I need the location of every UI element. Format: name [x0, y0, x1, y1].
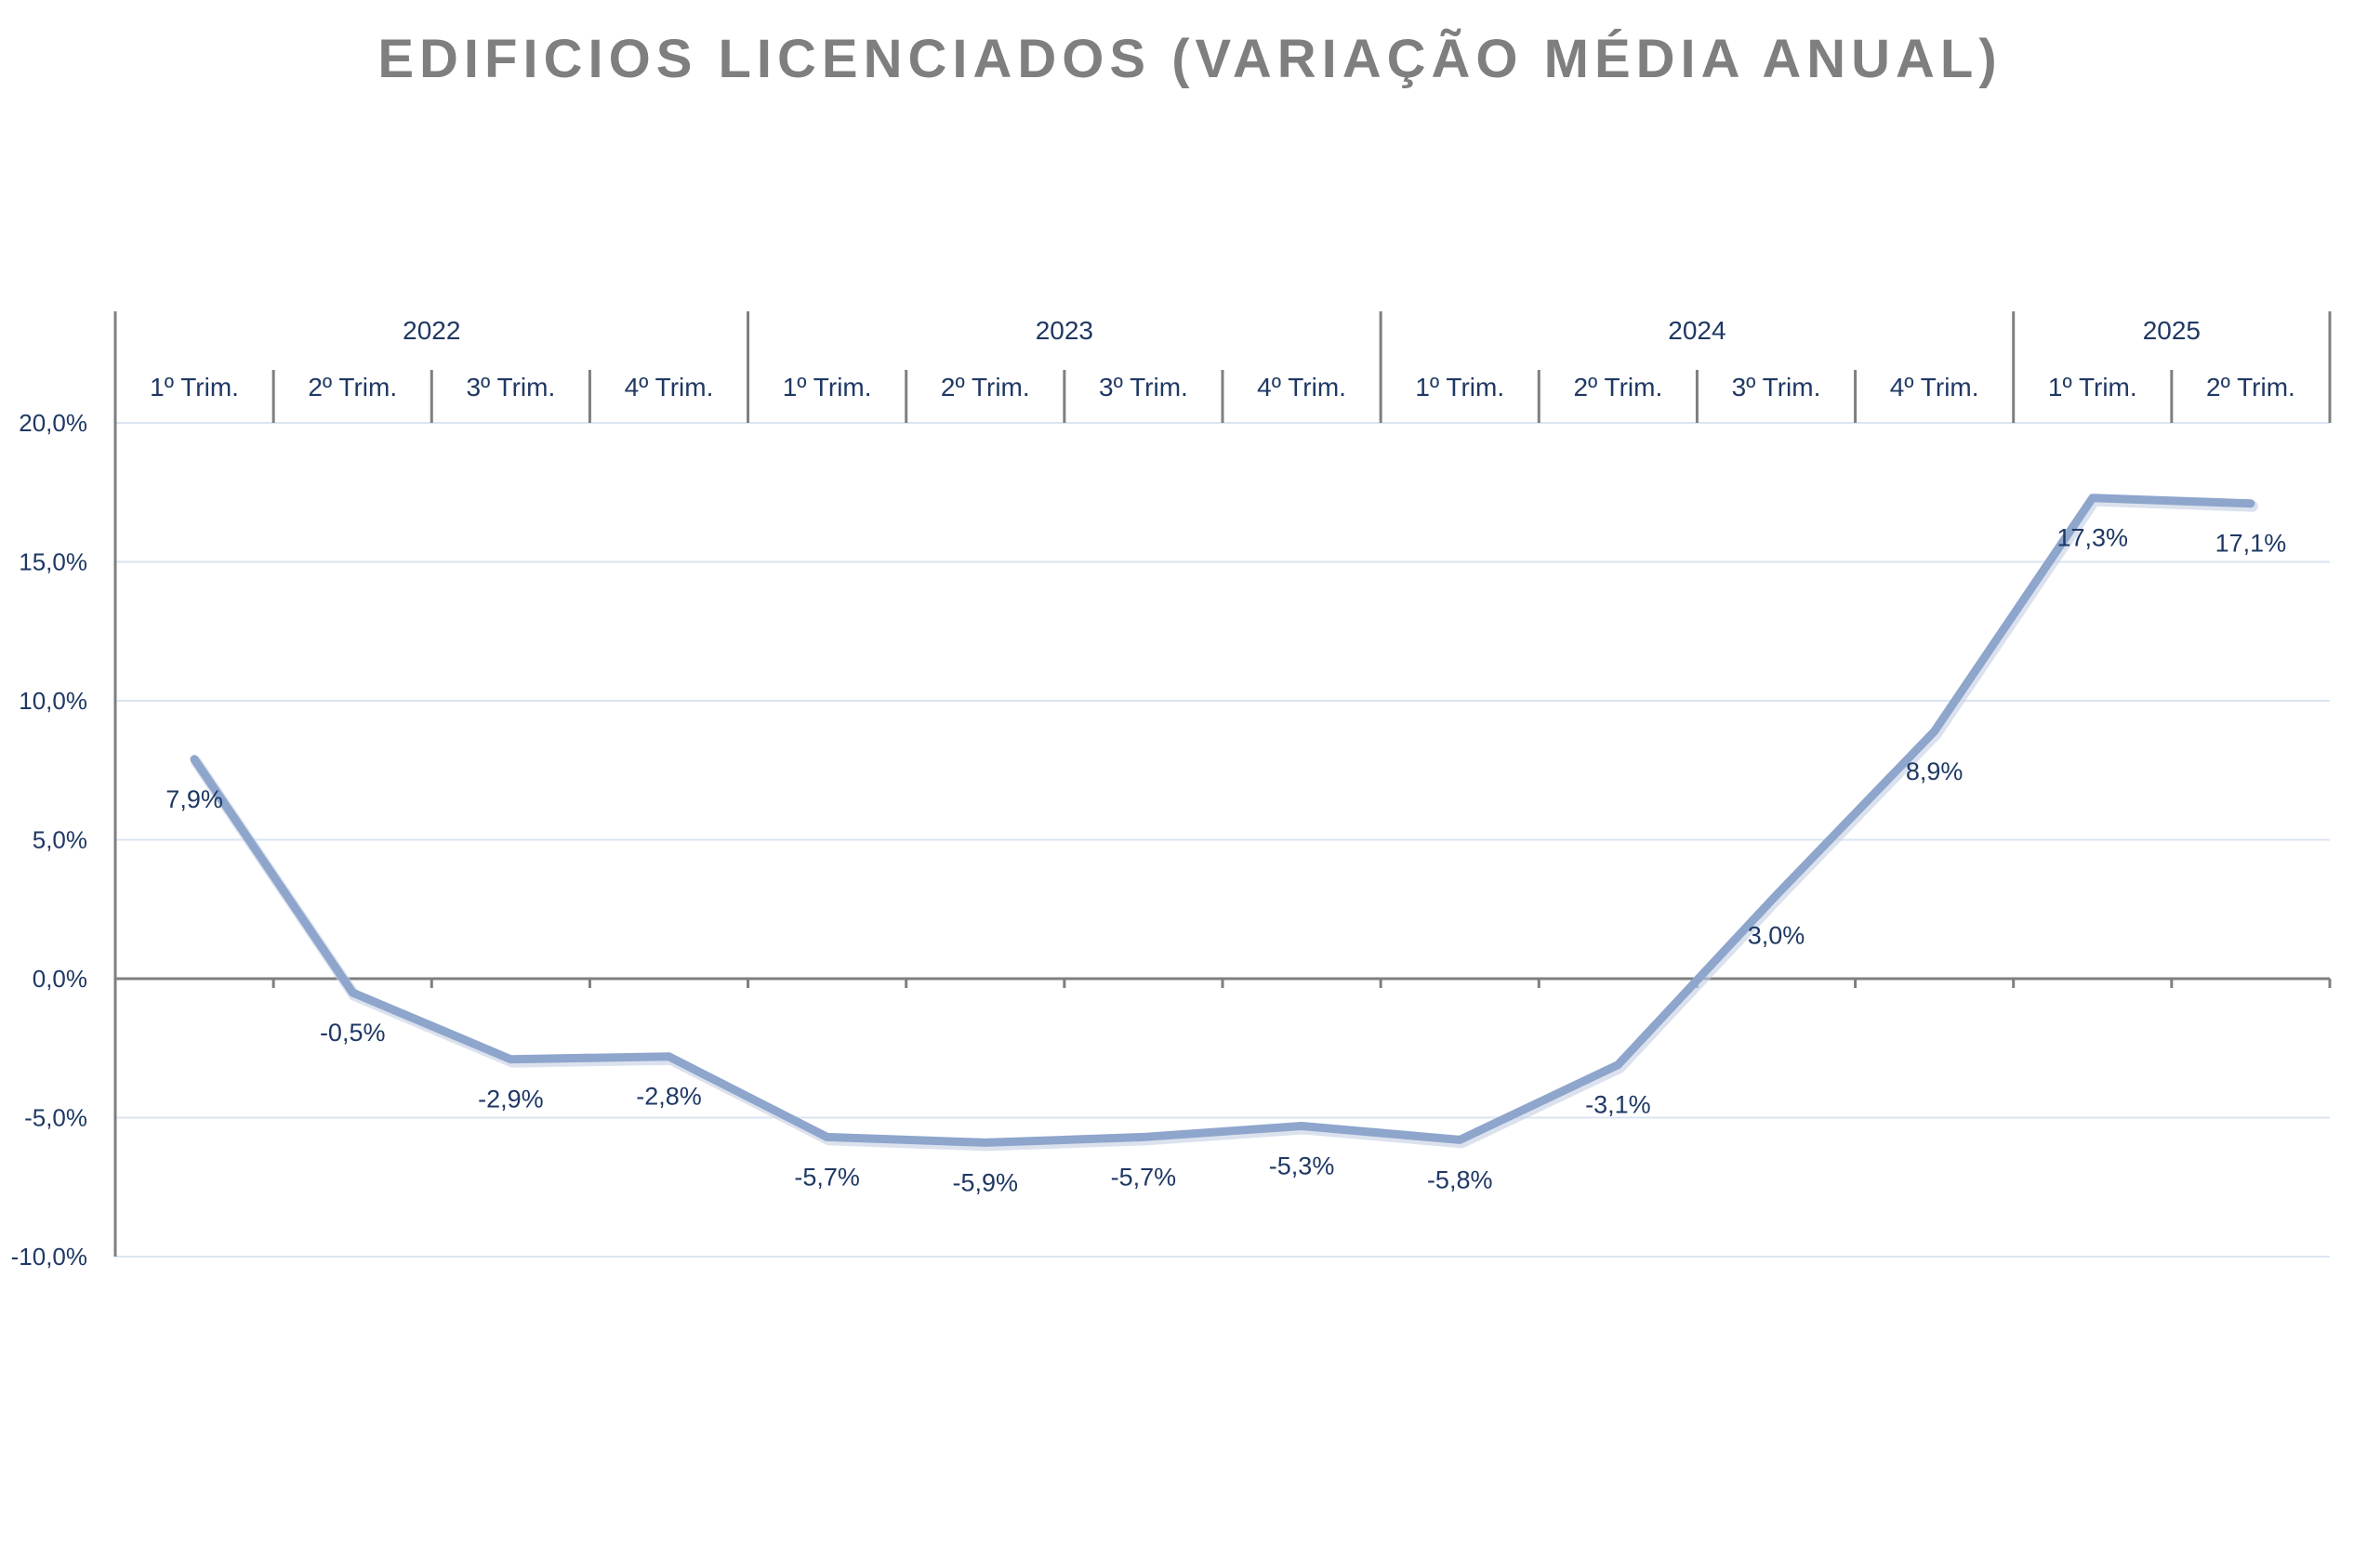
gridlines	[115, 422, 2330, 1258]
year-label: 2022	[403, 316, 460, 345]
y-tick-label: 10,0%	[19, 687, 87, 715]
quarter-label: 2º Trim.	[941, 373, 1030, 402]
data-label: -2,9%	[478, 1086, 544, 1113]
quarter-label: 3º Trim.	[466, 373, 555, 402]
quarter-label: 2º Trim.	[308, 373, 397, 402]
data-label: 8,9%	[1906, 757, 1964, 785]
quarter-label: 2º Trim.	[2206, 373, 2295, 402]
y-tick-label: 15,0%	[19, 548, 87, 576]
data-label: 7,9%	[165, 785, 223, 813]
data-label: -5,7%	[1111, 1163, 1177, 1191]
quarter-label: 3º Trim.	[1099, 373, 1188, 402]
data-label: -2,8%	[636, 1083, 702, 1111]
quarter-label: 1º Trim.	[150, 373, 239, 402]
data-label: -0,5%	[320, 1019, 386, 1047]
quarter-label: 2º Trim.	[1573, 373, 1662, 402]
data-label: -5,9%	[953, 1168, 1019, 1196]
series-line-shadow	[191, 494, 2258, 1152]
year-label: 2023	[1036, 316, 1093, 345]
year-label: 2024	[1668, 316, 1726, 345]
quarter-label: 4º Trim.	[1890, 373, 1979, 402]
data-label: -5,8%	[1427, 1166, 1493, 1193]
series-line	[190, 494, 2255, 1147]
quarter-label: 1º Trim.	[1415, 373, 1504, 402]
chart-title: EDIFICIOS LICENCIADOS (VARIAÇÃO MÉDIA AN…	[377, 29, 2003, 89]
data-label: 17,3%	[2057, 524, 2129, 552]
axes: 20,0% 15,0% 10,0% 5,0% 0,0% -5,0% -10,0%	[11, 311, 2332, 1271]
data-label: 17,1%	[2215, 530, 2287, 558]
quarter-label: 4º Trim.	[625, 373, 714, 402]
y-tick-label: 0,0%	[33, 965, 87, 993]
quarter-label: 1º Trim.	[783, 373, 872, 402]
year-label: 2025	[2143, 316, 2201, 345]
data-labels: 7,9% -0,5% -2,9% -2,8% -5,7% -5,9% -5,7% -5,3% -…	[165, 524, 2286, 1197]
data-label: -5,7%	[794, 1163, 860, 1191]
data-label: 3,0%	[1748, 921, 1805, 949]
y-tick-label: -5,0%	[24, 1104, 87, 1132]
quarter-label: 3º Trim.	[1732, 373, 1821, 402]
quarter-label: 4º Trim.	[1257, 373, 1346, 402]
quarter-label: 1º Trim.	[2048, 373, 2137, 402]
data-label: -3,1%	[1585, 1091, 1651, 1119]
series-line-layer	[190, 494, 2258, 1152]
y-tick-label: 20,0%	[19, 409, 87, 437]
data-label: -5,3%	[1269, 1152, 1335, 1179]
y-tick-label: -10,0%	[11, 1243, 87, 1271]
y-tick-label: 5,0%	[33, 826, 87, 854]
